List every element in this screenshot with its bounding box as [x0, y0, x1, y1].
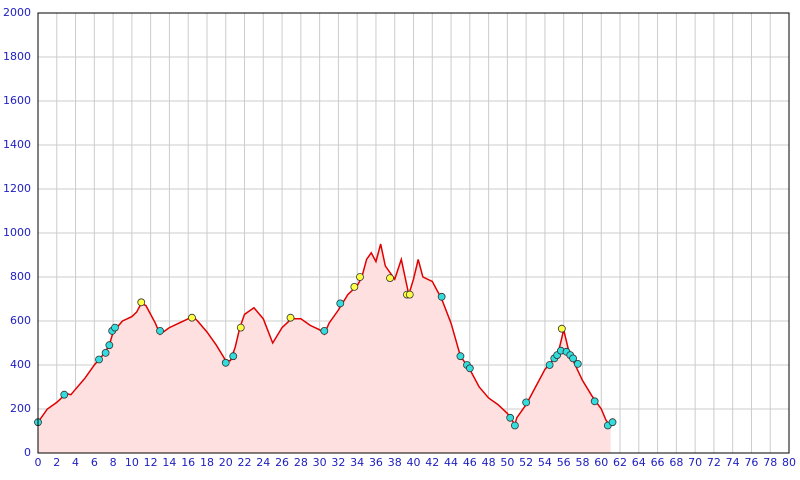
x-tick-label: 70 — [688, 456, 702, 469]
waypoint — [545, 361, 554, 369]
x-tick-label: 36 — [369, 456, 383, 469]
x-tick-label: 60 — [594, 456, 608, 469]
x-tick-label: 56 — [557, 456, 571, 469]
waypoint — [456, 352, 465, 361]
x-tick-label: 52 — [519, 456, 533, 469]
waypoint — [465, 364, 474, 373]
x-tick-label: 32 — [331, 456, 345, 469]
x-tick-label: 66 — [651, 456, 665, 469]
x-tick-label: 72 — [707, 456, 721, 469]
x-tick-label: 46 — [463, 456, 477, 469]
waypoint — [350, 282, 359, 291]
waypoint — [188, 313, 196, 322]
x-tick-label: 8 — [110, 456, 117, 469]
x-tick-label: 22 — [238, 456, 252, 469]
waypoint — [229, 352, 238, 361]
waypoint — [557, 324, 566, 333]
y-tick-label: 2000 — [3, 6, 31, 19]
y-tick-label: 200 — [10, 402, 31, 415]
x-tick-label: 4 — [72, 456, 79, 469]
x-tick-label: 76 — [744, 456, 758, 469]
waypoint — [320, 326, 329, 335]
waypoint — [510, 421, 519, 430]
y-tick-label: 0 — [24, 446, 31, 459]
waypoint — [506, 413, 515, 422]
waypoint — [105, 341, 114, 350]
y-tick-label: 1400 — [3, 138, 31, 151]
x-tick-label: 28 — [294, 456, 308, 469]
waypoint — [356, 273, 364, 281]
x-tick-label: 16 — [181, 456, 195, 469]
waypoint — [336, 299, 345, 308]
x-tick-label: 0 — [35, 456, 42, 469]
x-tick-label: 26 — [275, 456, 289, 469]
y-tick-label: 600 — [10, 314, 31, 327]
waypoint — [569, 354, 577, 363]
x-tick-label: 54 — [538, 456, 552, 469]
x-tick-label: 62 — [613, 456, 627, 469]
x-tick-label: 68 — [669, 456, 683, 469]
waypoint — [286, 313, 295, 322]
x-tick-label: 18 — [200, 456, 214, 469]
y-tick-label: 1600 — [3, 94, 31, 107]
x-tick-label: 2 — [53, 456, 60, 469]
x-tick-label: 64 — [632, 456, 646, 469]
waypoint — [95, 355, 103, 364]
x-tick-label: 40 — [407, 456, 421, 469]
y-tick-label: 1200 — [3, 182, 31, 195]
x-tick-label: 20 — [219, 456, 233, 469]
waypoint — [590, 397, 599, 406]
frame — [37, 12, 790, 454]
x-tick-label: 34 — [350, 456, 364, 469]
x-tick-label: 74 — [726, 456, 740, 469]
waypoint — [405, 290, 414, 299]
x-tick-label: 12 — [144, 456, 158, 469]
area — [38, 244, 611, 453]
waypoint — [101, 348, 110, 357]
waypoint — [608, 418, 617, 427]
x-tick-label: 58 — [575, 456, 589, 469]
waypoint — [573, 359, 582, 368]
x-tick-label: 48 — [482, 456, 496, 469]
y-tick-label: 400 — [10, 358, 31, 371]
waypoint — [236, 323, 245, 332]
x-tick-label: 80 — [782, 456, 796, 469]
x-tick-label: 14 — [162, 456, 176, 469]
waypoint — [437, 292, 446, 301]
waypoint — [522, 398, 531, 407]
waypoint — [156, 326, 164, 335]
x-tick-label: 50 — [500, 456, 514, 469]
waypoint — [111, 323, 119, 332]
waypoint — [386, 274, 394, 283]
x-tick-label: 38 — [388, 456, 402, 469]
x-tick-label: 44 — [444, 456, 458, 469]
x-tick-label: 24 — [256, 456, 270, 469]
x-tick-label: 6 — [91, 456, 98, 469]
waypoint — [60, 390, 69, 399]
waypoint — [137, 298, 146, 307]
x-tick-label: 42 — [425, 456, 439, 469]
x-tick-label: 78 — [763, 456, 777, 469]
y-tick-label: 1800 — [3, 50, 31, 63]
waypoint — [221, 358, 230, 367]
x-tick-label: 10 — [125, 456, 139, 469]
x-tick-label: 30 — [313, 456, 327, 469]
y-tick-label: 1000 — [3, 226, 31, 239]
y-tick-label: 800 — [10, 270, 31, 283]
